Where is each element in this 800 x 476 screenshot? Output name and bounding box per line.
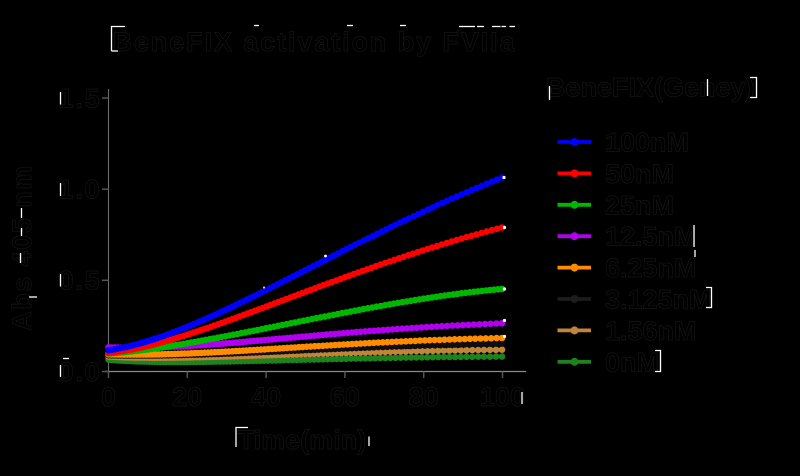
- svg-text:50nM: 50nM: [605, 159, 674, 189]
- svg-text:80: 80: [409, 382, 439, 412]
- svg-text:20: 20: [172, 382, 202, 412]
- svg-text:100: 100: [480, 382, 525, 412]
- svg-text:6.25nM: 6.25nM: [605, 253, 697, 283]
- svg-text:40: 40: [251, 382, 281, 412]
- svg-text:BeneFIX activation by FVIIa: BeneFIX activation by FVIIa: [113, 27, 517, 57]
- svg-text:0nM: 0nM: [605, 347, 659, 377]
- svg-text:0: 0: [101, 382, 116, 412]
- svg-text:3.125nM: 3.125nM: [605, 285, 712, 315]
- svg-text:25nM: 25nM: [605, 190, 674, 220]
- svg-text:60: 60: [330, 382, 360, 412]
- svg-text:0.0: 0.0: [59, 357, 102, 387]
- svg-text:100nM: 100nM: [605, 128, 689, 158]
- svg-text:1.5: 1.5: [59, 83, 102, 113]
- svg-text:1.0: 1.0: [59, 175, 102, 205]
- svg-text:0.5: 0.5: [59, 266, 102, 296]
- svg-text:Time(min): Time(min): [238, 425, 367, 455]
- svg-text:1.56nM: 1.56nM: [605, 316, 697, 346]
- svg-text:12.5nM: 12.5nM: [605, 222, 697, 252]
- svg-text:BeneFIX(Geney): BeneFIX(Geney): [546, 73, 755, 103]
- svg-text:Abs 405 nm: Abs 405 nm: [7, 164, 37, 331]
